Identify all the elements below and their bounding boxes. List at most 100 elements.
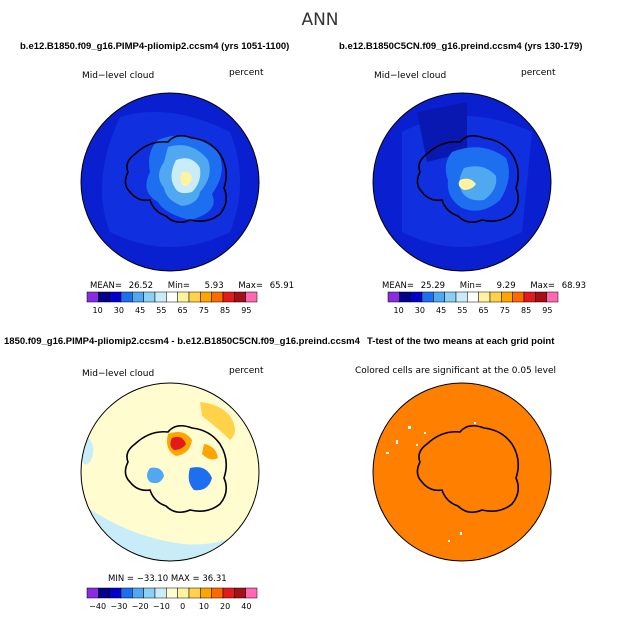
colorbar-tick-label: 85 (521, 306, 531, 315)
colorbar-swatch (177, 291, 190, 303)
colorbar-swatch (245, 587, 258, 599)
panel-2-map (372, 92, 552, 272)
colorbar-swatch (433, 291, 445, 303)
colorbar-swatch (245, 291, 258, 303)
map-field-sector (417, 102, 467, 162)
map-coastline (416, 424, 520, 514)
colorbar-tick-label: 55 (457, 306, 467, 315)
min-value: 9.29 (496, 281, 516, 291)
colorbar-tick-label: 20 (220, 602, 230, 611)
colorbar-tick-label: 75 (500, 306, 510, 315)
panel-3-stats: MIN = −33.10 MAX = 36.31 (108, 574, 227, 584)
min-label: Min= (167, 281, 190, 291)
not-significant-cell (474, 422, 476, 424)
colorbar-swatch (109, 291, 122, 303)
map-coastline (416, 134, 520, 224)
mean-label: MEAN= (90, 281, 122, 291)
colorbar-swatch (546, 291, 559, 303)
panel-2-units-label: percent (521, 68, 556, 78)
colorbar-swatch (211, 587, 224, 599)
colorbar-tick-label: −30 (110, 602, 127, 611)
colorbar-tick-label: 0 (180, 602, 185, 611)
colorbar-swatch (467, 291, 479, 303)
colorbar-tick-label: 45 (135, 306, 145, 315)
colorbar-swatch (120, 587, 133, 599)
colorbar-tick-label: 65 (479, 306, 489, 315)
mean-value: 25.29 (420, 281, 446, 291)
colorbar-swatch (410, 291, 423, 303)
page-title: ANN (301, 10, 339, 30)
panel-1-title: b.e12.B1850.f09_g16.PIMP4-pliomip2.ccsm4… (20, 41, 290, 52)
colorbar-swatch (120, 291, 133, 303)
colorbar-tick-label: 10 (199, 602, 209, 611)
colorbar-swatch (166, 587, 178, 599)
not-significant-cell (408, 426, 411, 429)
map-coastline (124, 424, 228, 514)
colorbar-tick-label: 45 (436, 306, 446, 315)
map-field-negative-patch (147, 467, 164, 484)
colorbar-tick-label: 10 (394, 306, 404, 315)
map-field-cloud-inner (459, 166, 497, 201)
colorbar-tick-label: 85 (220, 306, 230, 315)
colorbar-swatch (421, 291, 434, 303)
colorbar-tick-label: 10 (93, 306, 103, 315)
map-field-positive-plume (200, 402, 235, 440)
colorbar-tick-label: 55 (156, 306, 166, 315)
colorbar-swatch (86, 587, 99, 599)
not-significant-cell (424, 432, 426, 434)
colorbar-swatch (109, 587, 122, 599)
panel-3-variable-label: Mid−level cloud (82, 369, 155, 379)
min-label: Min= (459, 281, 482, 291)
colorbar-tick-label: 65 (178, 306, 188, 315)
not-significant-cell (396, 440, 398, 444)
panel-1-stats: MEAN= 26.52 Min= 5.93 Max= 65.91 (90, 281, 294, 291)
colorbar-tick-label: −40 (89, 602, 106, 611)
map-coastline (124, 134, 228, 224)
panel-4-map (372, 382, 552, 562)
max-value: 68.93 (561, 281, 587, 291)
colorbar-swatch (98, 291, 110, 303)
colorbar-swatch (98, 587, 110, 599)
panel-3-title: 1850.f09_g16.PIMP4-pliomip2.ccsm4 - b.e1… (4, 336, 360, 347)
colorbar-tick-label: 95 (241, 306, 251, 315)
panel-2-title: b.e12.B1850C5CN.f09_g16.preind.ccsm4 (yr… (339, 41, 583, 52)
colorbar-swatch (444, 291, 457, 303)
not-significant-cell (416, 444, 418, 446)
panel-4-title: T-test of the two means at each grid poi… (367, 336, 555, 347)
colorbar-swatch (489, 291, 502, 303)
max-label: Max= (238, 281, 264, 291)
colorbar-swatch (188, 587, 201, 599)
colorbar-swatch (132, 291, 144, 303)
colorbar-tick-label: 30 (415, 306, 425, 315)
map-field-cloud-peak (180, 171, 192, 186)
colorbar-tick-label: 30 (114, 306, 124, 315)
colorbar-swatch (188, 291, 201, 303)
panel-4-note: Colored cells are significant at the 0.0… (355, 366, 557, 376)
colorbar-swatch (222, 587, 235, 599)
map-field-negative-core (188, 467, 212, 491)
map-field-positive-east (202, 444, 218, 460)
colorbar-swatch (222, 291, 235, 303)
not-significant-cell (460, 532, 462, 535)
colorbar-swatch (154, 587, 167, 599)
panel-2-variable-label: Mid−level cloud (374, 71, 447, 81)
colorbar-tick-label: 40 (241, 602, 251, 611)
colorbar-swatch (154, 291, 167, 303)
max-label: Max= (530, 281, 556, 291)
panel-1-colorbar: 10 30 45 55 65 75 85 95 (86, 291, 258, 315)
colorbar-swatch (132, 587, 144, 599)
colorbar-swatch (234, 587, 246, 599)
colorbar-swatch (200, 291, 212, 303)
colorbar-tick-label: 75 (199, 306, 209, 315)
colorbar-swatch (535, 291, 547, 303)
colorbar-swatch (512, 291, 525, 303)
panel-1-units-label: percent (229, 68, 264, 78)
colorbar-swatch (143, 587, 156, 599)
panel-3-colorbar: −40 −30 −20 −10 0 10 20 40 (86, 587, 258, 611)
colorbar-swatch (86, 291, 99, 303)
panel-2-colorbar: 10 30 45 55 65 75 85 95 (387, 291, 559, 315)
colorbar-tick-label: 95 (542, 306, 552, 315)
colorbar-swatch (501, 291, 513, 303)
colorbar-swatch (200, 587, 212, 599)
not-significant-cell (386, 452, 389, 454)
